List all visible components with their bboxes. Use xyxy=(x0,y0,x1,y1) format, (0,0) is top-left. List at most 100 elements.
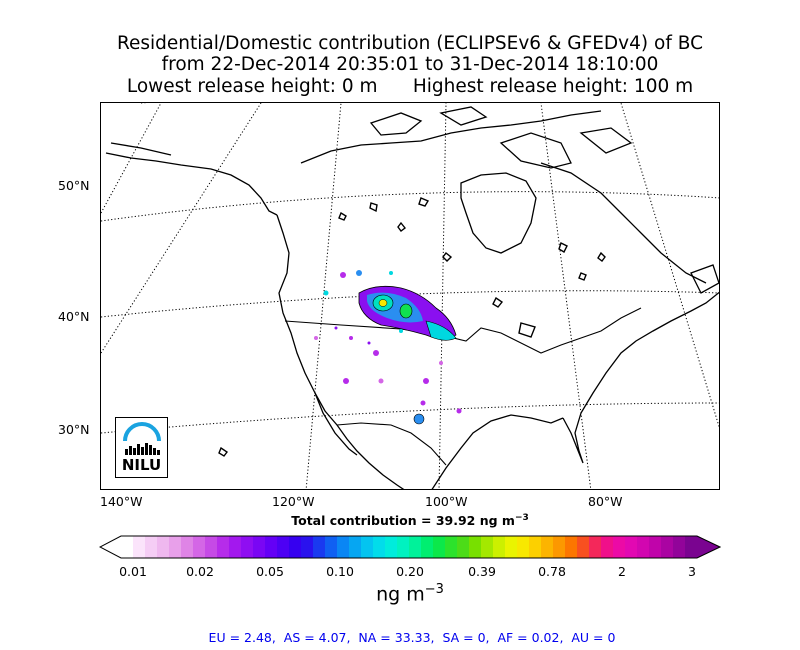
colorbar-cell xyxy=(253,536,266,558)
colorbar-extend-low xyxy=(100,536,121,558)
coastlines xyxy=(105,106,719,489)
spot-16 xyxy=(334,326,338,330)
parallel-40n xyxy=(101,290,719,318)
spot-1 xyxy=(340,272,346,278)
spot-15 xyxy=(399,329,403,333)
plume-east-tail xyxy=(425,320,457,341)
lat-label-30n: 30°N xyxy=(58,422,90,437)
colorbar-cell xyxy=(193,536,206,558)
aleutian-coast xyxy=(110,142,172,156)
colorbar-cell xyxy=(493,536,506,558)
spot-3 xyxy=(323,290,329,296)
spot-9 xyxy=(413,413,425,425)
spot-13 xyxy=(439,361,443,365)
spot-6 xyxy=(343,378,349,384)
title-line-2: from 22-Dec-2014 20:35:01 to 31-Dec-2014… xyxy=(161,54,659,75)
colorbar-cell xyxy=(481,536,494,558)
colorbar-extend-high xyxy=(697,536,720,558)
colorbar-unit-text: ng m xyxy=(376,583,425,606)
title-line-3: Lowest release height: 0 m Highest relea… xyxy=(0,76,800,97)
alaska-coast xyxy=(105,152,278,216)
spot-8 xyxy=(423,378,429,384)
colorbar-cell xyxy=(541,536,554,558)
concentration-field xyxy=(314,270,462,425)
nilu-logo: NILU xyxy=(115,417,168,478)
colorbar-cell xyxy=(613,536,626,558)
colorbar-tick-3: 0.10 xyxy=(326,564,354,579)
colorbar-cell xyxy=(229,536,242,558)
arctic-coast xyxy=(300,110,602,164)
map-canvas xyxy=(101,103,719,489)
lowest-release-height: Lowest release height: 0 m xyxy=(126,76,378,97)
nilu-logo-skyline xyxy=(125,443,160,455)
colorbar-cell xyxy=(553,536,566,558)
colorbar-cell xyxy=(529,536,542,558)
lat-label-50n: 50°N xyxy=(58,178,90,193)
parallel-30n xyxy=(101,402,719,434)
region-totals-footer: EU = 2.48, AS = 4.07, NA = 33.33, SA = 0… xyxy=(208,630,616,645)
spot-11 xyxy=(456,408,462,414)
spot-12 xyxy=(314,336,318,340)
graticule xyxy=(101,103,719,489)
colorbar-cell xyxy=(385,536,398,558)
total-contribution-text: Total contribution = 39.92 ng m xyxy=(291,513,515,529)
lake-1 xyxy=(338,211,347,221)
colorbar-cell xyxy=(373,536,386,558)
colorbar-cell xyxy=(241,536,254,558)
us-mexico-border xyxy=(336,422,447,466)
colorbar-cell xyxy=(577,536,590,558)
baffin-island xyxy=(499,132,572,169)
total-contribution: Total contribution = 39.92 ng m−3 xyxy=(0,513,800,528)
colorbar-cell xyxy=(217,536,230,558)
colorbar-cell xyxy=(181,536,194,558)
colorbar-cell xyxy=(457,536,470,558)
parallel-50n xyxy=(101,191,719,222)
colorbar-tick-4: 0.20 xyxy=(396,564,424,579)
colorbar-cell xyxy=(637,536,650,558)
spot-17 xyxy=(367,341,371,345)
colorbar-cell xyxy=(205,536,218,558)
florida xyxy=(562,412,584,464)
lake-7 xyxy=(578,272,587,281)
colorbar xyxy=(99,535,721,559)
lon-label-140w: 140°W xyxy=(100,494,143,509)
hudson-bay xyxy=(460,172,537,254)
colorbar-tick-8: 3 xyxy=(688,564,696,579)
labrador-coast xyxy=(540,162,707,284)
lake-5 xyxy=(442,252,453,262)
spot-14 xyxy=(389,271,393,275)
colorbar-cell xyxy=(157,536,170,558)
colorbar-cell xyxy=(301,536,314,558)
meridian-100w xyxy=(438,103,447,489)
colorbar-cell xyxy=(649,536,662,558)
spot-5 xyxy=(373,350,379,356)
colorbar-tick-7: 2 xyxy=(618,564,626,579)
colorbar-cell xyxy=(361,536,374,558)
spot-2 xyxy=(356,270,362,276)
lon-label-100w: 100°W xyxy=(425,494,468,509)
colorbar-cell xyxy=(517,536,530,558)
nilu-logo-arc xyxy=(123,422,161,442)
colorbar-cell xyxy=(601,536,614,558)
colorbar-cell xyxy=(289,536,302,558)
great-lakes xyxy=(518,322,536,338)
nilu-logo-text: NILU xyxy=(121,456,162,474)
colorbar-cell xyxy=(325,536,338,558)
colorbar-tick-0: 0.01 xyxy=(119,564,147,579)
colorbar-cell xyxy=(445,536,458,558)
title-line-1: Residential/Domestic contribution (ECLIP… xyxy=(117,33,703,54)
colorbar-cell xyxy=(121,536,134,558)
colorbar-cell xyxy=(673,536,686,558)
colorbar-cell xyxy=(277,536,290,558)
colorbar-unit-label: ng m−3 xyxy=(0,582,800,605)
spot-7 xyxy=(378,378,384,384)
colorbar-cell xyxy=(505,536,518,558)
colorbar-tick-2: 0.05 xyxy=(256,564,284,579)
colorbar-cell xyxy=(349,536,362,558)
spot-4 xyxy=(349,336,353,340)
colorbar-unit-exponent: −3 xyxy=(424,582,444,597)
lon-label-80w: 80°W xyxy=(588,494,623,509)
lake-3 xyxy=(397,221,406,232)
lon-label-120w: 120°W xyxy=(272,494,315,509)
newfoundland xyxy=(690,264,719,294)
